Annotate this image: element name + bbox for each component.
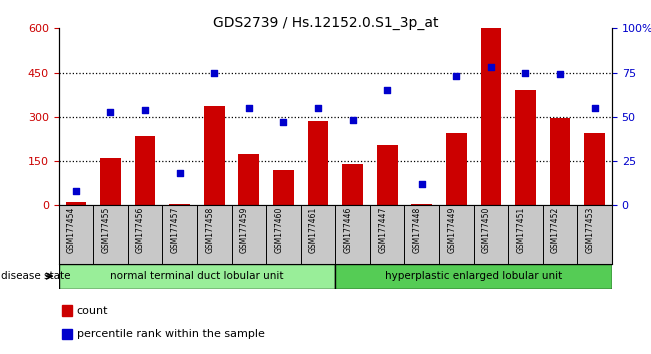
Bar [515,90,536,205]
Text: GSM177461: GSM177461 [309,207,318,253]
Bar [377,145,398,205]
Text: GSM177458: GSM177458 [205,207,214,253]
Point [312,105,323,111]
Bar [62,305,72,316]
Point [348,118,358,123]
Text: GSM177448: GSM177448 [413,207,422,253]
Text: GSM177447: GSM177447 [378,207,387,253]
Point [243,105,254,111]
Bar [585,133,605,205]
Bar [335,264,612,289]
Point [71,188,81,194]
Point [417,181,427,187]
Bar [100,158,121,205]
Point [451,73,462,79]
Bar [342,164,363,205]
Text: GDS2739 / Hs.12152.0.S1_3p_at: GDS2739 / Hs.12152.0.S1_3p_at [213,16,438,30]
Bar [308,121,328,205]
Point [278,119,288,125]
Point [140,107,150,113]
Text: GSM177460: GSM177460 [274,207,283,253]
Point [520,70,531,75]
Text: disease state: disease state [1,271,71,281]
Bar [135,136,156,205]
Text: count: count [77,306,108,316]
Bar [411,204,432,205]
Bar [169,204,190,205]
Text: GSM177453: GSM177453 [586,207,594,253]
Point [209,70,219,75]
Bar [62,329,72,339]
Point [105,109,116,114]
Bar [204,107,225,205]
Text: GSM177455: GSM177455 [102,207,111,253]
Point [382,87,393,93]
Text: GSM177446: GSM177446 [344,207,353,253]
Text: hyperplastic enlarged lobular unit: hyperplastic enlarged lobular unit [385,271,562,281]
Text: percentile rank within the sample: percentile rank within the sample [77,329,265,339]
Text: GSM177457: GSM177457 [171,207,180,253]
Text: GSM177454: GSM177454 [67,207,76,253]
Bar [480,28,501,205]
Text: normal terminal duct lobular unit: normal terminal duct lobular unit [110,271,284,281]
Bar [273,170,294,205]
Point [589,105,600,111]
Bar [66,202,86,205]
Text: GSM177459: GSM177459 [240,207,249,253]
Point [486,64,496,70]
Text: GSM177452: GSM177452 [551,207,560,253]
Bar [59,264,335,289]
Bar [549,118,570,205]
Bar [446,133,467,205]
Point [555,72,565,77]
Text: GSM177456: GSM177456 [136,207,145,253]
Point [174,171,185,176]
Text: GSM177451: GSM177451 [516,207,525,253]
Bar [238,154,259,205]
Text: GSM177449: GSM177449 [447,207,456,253]
Text: GSM177450: GSM177450 [482,207,491,253]
